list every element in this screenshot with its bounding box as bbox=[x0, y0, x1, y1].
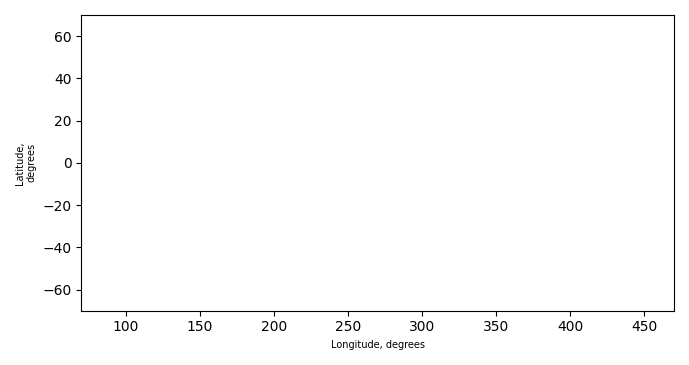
X-axis label: Longitude, degrees: Longitude, degrees bbox=[331, 340, 424, 350]
Y-axis label: Latitude,
degrees: Latitude, degrees bbox=[15, 141, 37, 185]
